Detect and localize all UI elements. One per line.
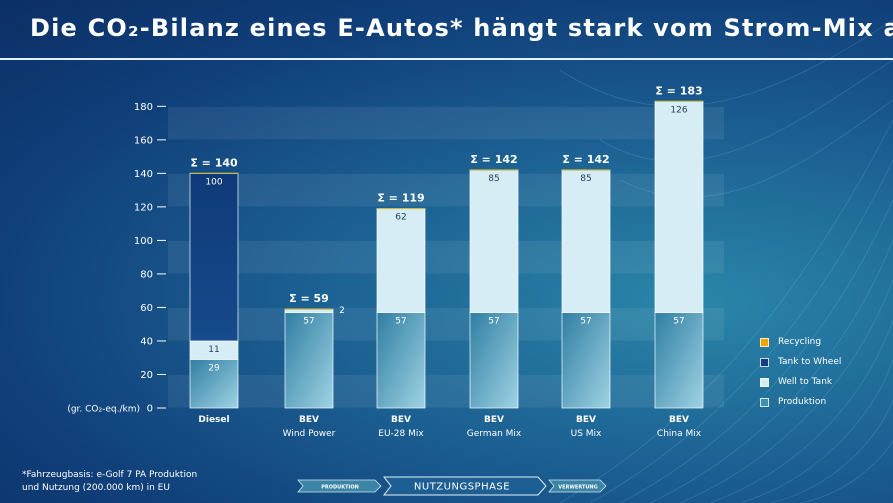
y-tick-label: 80 — [140, 269, 153, 280]
grid-band — [168, 173, 724, 207]
legend-swatch-well-to-tank — [760, 377, 769, 387]
legend-item-recycling: Recycling — [760, 335, 841, 349]
bar-segment-value-label: 100 — [205, 177, 222, 187]
legend-swatch-tank-to-wheel — [760, 357, 769, 367]
y-tick-label: 140 — [134, 169, 153, 180]
stacked-bar-chart: 0 20 40 60 80 100 120 140 160 180 (gr. CO₂-eq./km)… — [67, 84, 724, 439]
footnote-line-1: *Fahrzeugbasis: e-Golf 7 PA Produktion — [22, 470, 198, 480]
phase-arrow-produktion — [297, 479, 382, 493]
x-category-sublabel: Wind Power — [283, 429, 336, 439]
legend-item-tank-to-wheel: Tank to Wheel — [760, 355, 841, 369]
bar-segment-value-label: 57 — [488, 316, 499, 326]
legend-item-produktion: Produktion — [760, 395, 841, 409]
grid-band — [168, 307, 724, 341]
bar-total-label: Σ = 59 — [289, 292, 329, 305]
y-tick-label: 120 — [134, 202, 153, 213]
bar-segment-value-label: 126 — [670, 105, 687, 115]
phase-arrow-nutzungsphase — [382, 476, 547, 496]
bar-segment-tank-to-wheel — [189, 172, 239, 342]
y-tick-label: 40 — [140, 336, 153, 347]
bar-segment-value-label: 2 — [339, 306, 345, 316]
legend-label-tank-to-wheel: Tank to Wheel — [778, 357, 842, 367]
footnote-line-2: und Nutzung (200.000 km) in EU — [22, 483, 170, 493]
bar-segment-value-label: 57 — [580, 316, 591, 326]
phase-arrow-verwertung — [548, 479, 607, 493]
grid-band — [168, 240, 724, 274]
bar-segment-well-to-tank — [469, 169, 519, 313]
x-category-label: BEV — [484, 415, 504, 425]
bar-total-label: Σ = 183 — [655, 84, 702, 97]
y-axis-label: (gr. CO₂-eq./km) — [67, 405, 140, 415]
phase-label-nutzungsphase: NUTZUNGSPHASE — [414, 482, 510, 493]
bar-total-label: Σ = 140 — [190, 156, 238, 169]
grid-band — [168, 374, 724, 408]
y-tick-label: 160 — [134, 135, 153, 146]
bar-segment-produktion — [376, 312, 426, 409]
legend-swatch-produktion — [760, 397, 769, 407]
bar-segment-well-to-tank — [376, 208, 426, 313]
phase-label-verwertung: VERWERTUNG — [558, 485, 597, 491]
bar-segment-produktion — [284, 312, 334, 409]
bar-segment-value-label: 85 — [488, 174, 499, 184]
bar-segment-well-to-tank — [654, 100, 704, 313]
footnote: *Fahrzeugbasis: e-Golf 7 PA Produktion u… — [22, 469, 197, 495]
title-divider — [0, 58, 893, 60]
bar-total-label: Σ = 142 — [562, 153, 609, 166]
bar-segment-value-label: 57 — [673, 316, 684, 326]
x-category-label: BEV — [576, 415, 596, 425]
x-category-sublabel: German Mix — [467, 429, 522, 439]
x-category-sublabel: EU-28 Mix — [378, 429, 424, 439]
bar-total-label: Σ = 142 — [470, 153, 517, 166]
x-category-sublabel: US Mix — [571, 429, 602, 439]
bar-segment-produktion — [469, 312, 519, 409]
legend-label-well-to-tank: Well to Tank — [778, 377, 833, 387]
bar-segment-produktion — [189, 358, 239, 409]
bar-total-label: Σ = 119 — [377, 192, 424, 205]
bar-segment-value-label: 62 — [395, 213, 406, 223]
bar-segment-value-label: 57 — [395, 316, 406, 326]
bar-segment-value-label: 85 — [580, 174, 591, 184]
chart-legend: Recycling Tank to Wheel Well to Tank Pro… — [760, 335, 841, 415]
x-category-label: BEV — [299, 415, 319, 425]
x-category-label: Diesel — [198, 415, 229, 425]
x-category-label: BEV — [391, 415, 411, 425]
x-category-label: BEV — [669, 415, 689, 425]
y-tick-label: 20 — [140, 370, 153, 381]
grid-band — [168, 106, 724, 140]
y-tick-label: 0 — [147, 404, 153, 415]
bar-segment-value-label: 29 — [208, 363, 220, 373]
phase-label-produktion: PRODUKTION — [321, 485, 359, 491]
bar-segment-produktion — [561, 312, 611, 409]
legend-label-recycling: Recycling — [778, 337, 822, 347]
x-category-sublabel: China Mix — [657, 429, 702, 439]
legend-label-produktion: Produktion — [778, 397, 827, 407]
page-title: Die CO₂-Bilanz eines E-Autos* hängt star… — [30, 14, 893, 42]
legend-item-well-to-tank: Well to Tank — [760, 375, 841, 389]
legend-swatch-recycling — [760, 337, 769, 347]
bar-segment-value-label: 11 — [208, 345, 219, 355]
y-tick-label: 60 — [140, 303, 153, 314]
bar-segment-produktion — [654, 312, 704, 409]
y-tick-label: 100 — [134, 236, 153, 247]
y-tick-label: 180 — [134, 102, 153, 113]
bar-segment-value-label: 57 — [303, 316, 314, 326]
